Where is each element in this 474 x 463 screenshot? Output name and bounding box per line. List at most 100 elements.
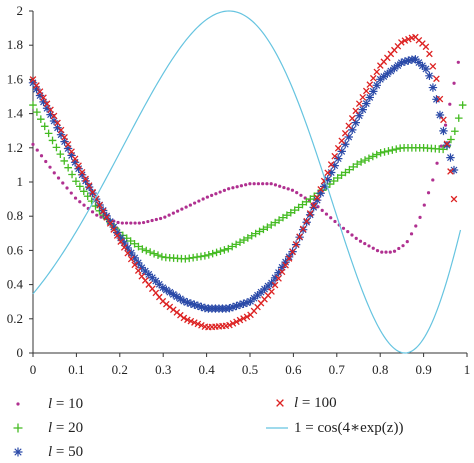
plus-marker xyxy=(224,244,233,253)
asterisk-marker xyxy=(102,211,111,221)
cross-marker xyxy=(229,320,237,327)
asterisk-marker xyxy=(386,66,396,76)
dot-marker xyxy=(261,182,265,186)
asterisk-marker xyxy=(414,58,424,67)
plus-marker xyxy=(353,160,361,168)
cross-marker xyxy=(369,74,377,82)
cross-marker xyxy=(285,255,293,262)
legend-label-value: = 20 xyxy=(52,420,83,436)
dot-marker xyxy=(154,217,158,222)
plus-marker xyxy=(451,127,459,136)
plus-marker xyxy=(204,251,213,259)
cross-marker xyxy=(324,169,331,177)
dot-marker xyxy=(320,208,324,212)
asterisk-marker xyxy=(130,253,139,263)
x-tick-label: 1 xyxy=(464,362,471,377)
cross-marker xyxy=(29,76,37,83)
plus-marker xyxy=(380,148,389,156)
x-tick-label: 0.3 xyxy=(155,362,171,377)
dot-marker xyxy=(286,187,290,191)
cross-marker xyxy=(401,37,409,44)
cross-marker xyxy=(57,126,65,134)
dot-marker xyxy=(329,216,333,220)
cross-marker xyxy=(306,210,314,217)
asterisk-marker xyxy=(284,252,294,262)
plus-marker xyxy=(52,143,61,152)
cross-marker xyxy=(78,168,86,176)
dot-marker xyxy=(167,213,171,217)
dot-marker xyxy=(269,182,273,186)
dot-marker xyxy=(252,182,256,186)
asterisk-marker xyxy=(302,218,311,227)
cross-marker xyxy=(226,321,233,329)
plus-marker xyxy=(283,211,291,219)
asterisk-marker xyxy=(277,263,287,272)
dot-marker xyxy=(380,250,384,254)
legend-entry: l = 10 xyxy=(16,396,83,412)
plus-marker xyxy=(306,195,315,203)
dot-marker xyxy=(422,203,426,207)
x-tick-label: 0.7 xyxy=(329,362,346,377)
dot-marker xyxy=(48,165,52,169)
dot-marker xyxy=(278,184,282,188)
cross-marker xyxy=(299,225,307,233)
plus-marker xyxy=(290,206,299,214)
plus-marker xyxy=(240,236,248,244)
cross-marker xyxy=(447,168,454,175)
asterisk-marker xyxy=(42,104,52,113)
dot-marker xyxy=(392,249,397,253)
cross-marker xyxy=(61,133,68,141)
asterisk-marker xyxy=(190,300,199,309)
dot-marker xyxy=(171,211,175,215)
plus-marker xyxy=(64,163,72,172)
cross-marker xyxy=(405,35,412,43)
y-tick-label: 1.4 xyxy=(7,106,24,121)
series-group xyxy=(31,60,460,254)
asterisk-marker xyxy=(246,297,255,306)
dot-marker xyxy=(409,232,414,236)
asterisk-marker xyxy=(148,273,157,282)
cross-marker xyxy=(64,141,72,148)
dot-marker xyxy=(52,171,56,175)
asterisk-marker xyxy=(155,280,164,289)
legend-entry: l = 50 xyxy=(13,444,83,460)
asterisk-marker xyxy=(400,57,410,66)
asterisk-marker xyxy=(28,78,38,88)
cross-marker xyxy=(278,268,286,276)
asterisk-marker xyxy=(421,64,431,74)
plus-marker xyxy=(158,252,166,261)
dot-marker xyxy=(95,213,99,217)
dot-marker xyxy=(39,154,44,158)
plus-marker xyxy=(146,248,154,256)
dot-marker xyxy=(69,191,73,195)
cross-marker xyxy=(317,186,324,193)
series-group xyxy=(28,55,459,313)
dot-marker xyxy=(116,220,120,225)
plus-marker xyxy=(298,200,307,209)
asterisk-marker xyxy=(239,299,248,308)
x-tick-label: 0.8 xyxy=(372,362,388,377)
legend-label-value: = 10 xyxy=(52,396,83,412)
plus-marker xyxy=(56,150,65,158)
cross-marker xyxy=(355,100,363,107)
plus-marker xyxy=(255,227,264,236)
cross-marker xyxy=(184,316,191,324)
plus-marker xyxy=(376,149,385,157)
cross-marker xyxy=(43,100,51,108)
plus-marker xyxy=(349,163,358,171)
plus-marker xyxy=(329,177,338,185)
asterisk-marker xyxy=(267,278,276,288)
dot-marker xyxy=(265,182,269,186)
asterisk-marker xyxy=(362,99,371,108)
dot-marker xyxy=(133,221,137,225)
cross-marker xyxy=(110,226,117,233)
asterisk-marker xyxy=(309,203,318,212)
dot-marker xyxy=(324,212,329,216)
asterisk-marker xyxy=(13,447,23,457)
asterisk-marker xyxy=(109,222,118,232)
cross-marker xyxy=(398,39,405,46)
plus-marker xyxy=(13,423,23,433)
dot-marker xyxy=(371,246,375,250)
cross-marker xyxy=(271,281,279,289)
dot-marker xyxy=(141,220,146,225)
